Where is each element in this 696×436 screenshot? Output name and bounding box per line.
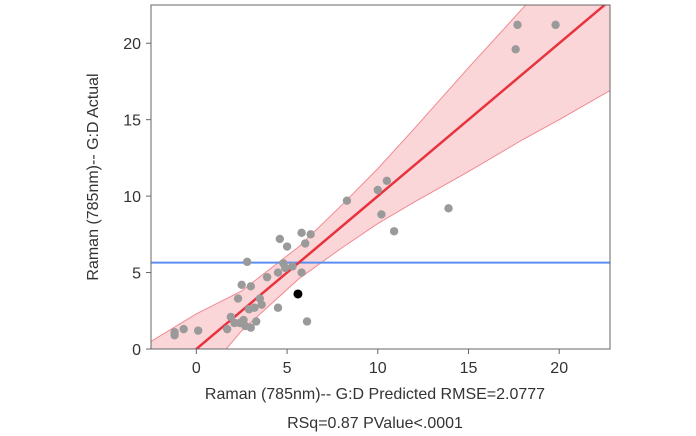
data-point [193,326,203,335]
y-tick-label: 0 [132,342,141,359]
data-point [246,323,255,332]
x-axis-title: Raman (785nm)-- G:D Predicted RMSE=2.077… [205,386,545,403]
data-point [281,263,290,273]
data-point [257,300,266,309]
data-point [551,20,560,30]
y-axis: 0 5 10 15 20 [123,36,151,359]
plot-area [150,4,611,350]
data-points [170,20,560,340]
data-point [282,242,292,251]
data-point [252,317,261,326]
confidence-band [151,5,610,349]
data-point [301,239,310,248]
data-point [250,303,259,312]
y-tick-label: 20 [123,36,141,53]
x-axis: 0 5 10 15 20 [192,349,568,377]
data-point [513,20,522,30]
y-tick-label: 5 [132,266,141,283]
data-point [373,185,382,195]
y-axis-title: Raman (785nm)-- G:D Actual [85,73,102,280]
x-tick-label: 10 [369,360,387,377]
x-tick-label: 20 [550,360,568,377]
data-point [273,303,283,312]
x-tick-label: 5 [283,360,292,377]
data-point [170,331,179,340]
data-point [226,312,236,322]
data-point [262,272,272,282]
plot-frame [150,4,611,350]
data-point [382,176,392,186]
data-point [444,204,453,213]
data-point [377,210,386,219]
data-point [297,228,306,238]
data-point [288,262,297,271]
data-point [233,294,243,303]
x-axis-subtitle: RSq=0.87 PValue<.0001 [287,415,463,432]
data-point [246,282,255,291]
data-point [297,268,306,277]
data-point [273,268,283,277]
data-point [222,324,232,334]
data-point [275,234,285,244]
data-point [302,317,312,326]
highlighted-data-point [293,289,303,299]
x-tick-label: 15 [460,360,478,377]
data-point [179,324,188,334]
data-point [342,196,352,205]
data-point [389,227,399,236]
data-point [242,257,252,267]
data-point [237,280,246,289]
y-tick-label: 10 [123,189,141,206]
data-point [306,230,315,239]
fit-line [194,5,607,349]
data-point [511,45,520,54]
y-tick-label: 15 [123,113,141,130]
x-tick-label: 0 [192,360,201,377]
plot-content [151,5,610,349]
